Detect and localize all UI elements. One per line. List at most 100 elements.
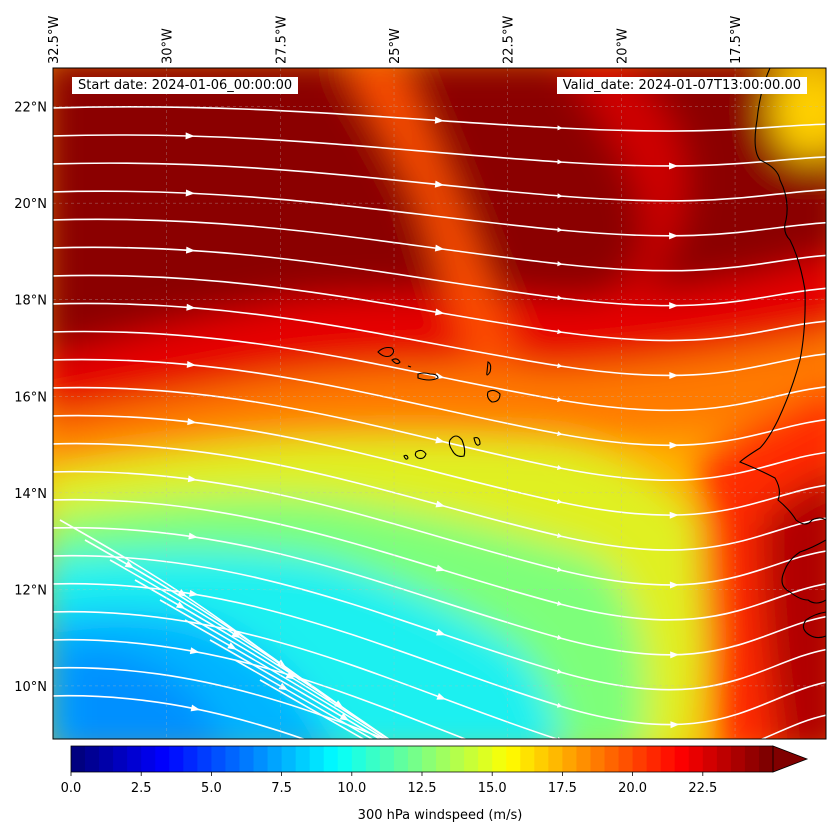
colorbar-tick-label: 0.0 xyxy=(61,781,82,796)
streamline xyxy=(53,526,826,656)
island-brava xyxy=(403,454,409,460)
colorbar-ticks: 0.0 2.5 5.0 7.5 10.0 12.5 15.0 17.5 20.0 22.5 xyxy=(61,772,717,796)
colorbar-tick-label: 7.5 xyxy=(271,781,292,796)
graticule xyxy=(53,68,826,739)
colorbar-segment xyxy=(281,746,297,772)
lat-tick-label: 14°N xyxy=(14,487,47,502)
africa-coast-south xyxy=(781,539,826,604)
streamline xyxy=(53,190,826,237)
lat-tick-label: 22°N xyxy=(14,101,47,116)
streamline xyxy=(53,694,306,739)
colorbar-segment xyxy=(99,746,114,772)
colorbar-segment xyxy=(604,746,620,772)
colorbar-segment xyxy=(674,746,690,772)
colorbar-segment xyxy=(113,746,128,772)
latitude-labels: 10°N 12°N 14°N 16°N 18°N 20°N 22°N xyxy=(14,101,47,695)
streamline-arrow xyxy=(177,589,187,597)
coastline xyxy=(377,68,826,639)
streamline-arrow xyxy=(276,659,287,668)
lon-tick-label: 20°W xyxy=(615,28,630,64)
streamline-arrow xyxy=(175,601,186,610)
streamline xyxy=(53,106,826,132)
lat-tick-label: 12°N xyxy=(14,583,47,598)
streamline-arrow xyxy=(434,180,445,188)
streamline xyxy=(53,134,826,167)
africa-coast-guinea xyxy=(802,611,826,639)
colorbar-segment xyxy=(730,746,746,772)
colorbar-segment xyxy=(155,746,170,772)
streamline-arrow xyxy=(186,303,196,311)
colorbar-tick-label: 15.0 xyxy=(478,781,507,796)
colorbar-segment xyxy=(548,746,563,772)
streamline-arrow xyxy=(190,704,201,712)
streamline-arrow xyxy=(434,244,445,252)
colorbar-segment xyxy=(337,746,353,772)
streamline-arrow xyxy=(434,116,445,124)
africa-coast xyxy=(739,68,826,525)
streamline xyxy=(53,246,826,307)
streamline-arrow xyxy=(669,511,679,519)
lon-tick-label: 25°W xyxy=(388,28,403,64)
streamline-arrow xyxy=(334,700,344,709)
island-sal xyxy=(486,361,492,376)
streamline-arrow xyxy=(185,189,195,197)
colorbar-label: 300 hPa windspeed (m/s) xyxy=(357,808,523,823)
island-santiago xyxy=(448,435,466,457)
streamline xyxy=(53,218,826,272)
colorbar-segment xyxy=(267,746,283,772)
colorbar-segment xyxy=(534,746,549,772)
island-maio xyxy=(473,437,481,446)
colorbar-segment xyxy=(464,746,479,772)
colorbar-segment xyxy=(576,746,591,772)
streamline xyxy=(53,330,826,412)
windspeed-field xyxy=(53,68,826,739)
streamline xyxy=(53,470,826,586)
colorbar-segment xyxy=(688,746,704,772)
streamline xyxy=(53,610,826,739)
colorbar-segment xyxy=(71,746,86,772)
streamline-arrow xyxy=(669,162,679,170)
colorbar-segment xyxy=(365,746,381,772)
colorbar-extend-arrow xyxy=(772,745,809,773)
streamline xyxy=(209,639,382,739)
colorbar-segment xyxy=(632,746,648,772)
colorbar-segment xyxy=(85,746,100,772)
island-dot xyxy=(407,365,412,368)
colorbar-segment xyxy=(253,746,269,772)
lat-tick-label: 16°N xyxy=(14,390,47,405)
streamline-arrow xyxy=(435,436,445,444)
streamline xyxy=(234,659,374,739)
streamline-arrow xyxy=(449,782,460,793)
colorbar-tick-label: 17.5 xyxy=(548,781,577,796)
colorbar-segment xyxy=(520,746,535,772)
streamline xyxy=(53,162,826,202)
colorbar-segment xyxy=(702,746,718,772)
colorbar-tick-label: 5.0 xyxy=(201,781,222,796)
colorbar-segment xyxy=(618,746,634,772)
longitude-labels: 32.5°W 30°W 27.5°W 25°W 22.5°W 20°W 17.5°W xyxy=(47,16,744,64)
streamline-arrow xyxy=(670,721,680,729)
colorbar-segment xyxy=(716,746,732,772)
streamline-arrow xyxy=(669,581,679,589)
streamline-arrow xyxy=(186,360,197,368)
streamline-arrow xyxy=(669,441,679,449)
colorbar-tick-label: 22.5 xyxy=(688,781,717,796)
streamline xyxy=(184,619,387,739)
colorbar-segment xyxy=(225,746,240,772)
streamline-arrow xyxy=(285,671,295,680)
colorbar-segment xyxy=(309,746,325,772)
colorbar-segment xyxy=(183,746,198,772)
colorbar-segment xyxy=(239,746,255,772)
colorbar-tick-label: 10.0 xyxy=(337,781,366,796)
island-sao-nicolau xyxy=(417,372,439,381)
streamline xyxy=(53,302,826,377)
lat-tick-label: 10°N xyxy=(14,680,47,695)
valid-date-label: Valid_date: 2024-01-07T13:00:00.00 xyxy=(556,77,807,94)
start-date-label: Start date: 2024-01-06_00:00:00 xyxy=(72,77,299,94)
lon-tick-label: 32.5°W xyxy=(47,16,62,64)
streamline-arrow xyxy=(185,132,195,140)
colorbar-segment xyxy=(492,746,507,772)
colorbar xyxy=(70,745,809,773)
colorbar-segment xyxy=(590,746,606,772)
